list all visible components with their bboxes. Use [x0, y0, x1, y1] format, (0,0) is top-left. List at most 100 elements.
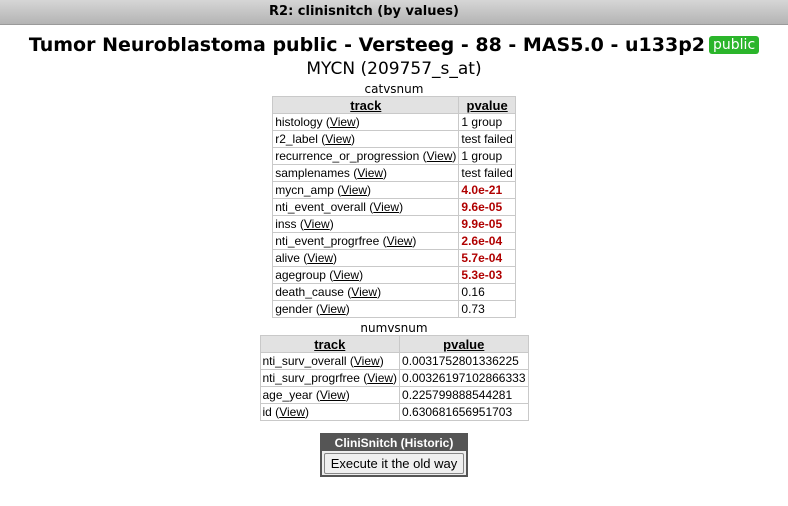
pvalue-cell: 0.630681656951703	[399, 403, 529, 421]
track-name: agegroup	[275, 268, 326, 282]
track-name: recurrence_or_progression	[275, 149, 420, 163]
table-row: histology (View) 1 group	[272, 113, 516, 131]
pvalue-cell: test failed	[458, 164, 516, 182]
track-cell: nti_event_progrfree (View)	[272, 232, 460, 250]
pvalue-cell: test failed	[458, 130, 516, 148]
view-link[interactable]: View	[329, 115, 356, 129]
view-link[interactable]: View	[386, 234, 413, 248]
pvalue-column-header[interactable]: pvalue	[399, 335, 529, 353]
track-cell: age_year (View)	[259, 386, 401, 404]
track-cell: mycn_amp (View)	[272, 181, 460, 199]
historic-panel-title: CliniSnitch (Historic)	[322, 435, 466, 451]
view-link[interactable]: View	[353, 354, 380, 368]
view-link[interactable]: View	[303, 217, 330, 231]
table-row: recurrence_or_progression (View) 1 group	[272, 147, 516, 165]
table-row: alive (View) 5.7e-04	[272, 249, 516, 267]
view-link[interactable]: View	[426, 149, 453, 163]
track-name: gender	[275, 302, 313, 316]
track-name: nti_event_progrfree	[275, 234, 380, 248]
catvsnum-caption: catvsnum	[364, 82, 424, 96]
track-name: death_cause	[275, 285, 344, 299]
pvalue-cell: 0.73	[458, 300, 516, 318]
window-title: R2: clinisnitch (by values)	[269, 4, 459, 19]
table-row: nti_event_progrfree (View) 2.6e-04	[272, 232, 516, 250]
track-name: r2_label	[275, 132, 318, 146]
pvalue-cell: 9.9e-05	[458, 215, 516, 233]
view-link[interactable]: View	[319, 388, 346, 402]
view-link[interactable]: View	[319, 302, 346, 316]
numvsnum-caption: numvsnum	[360, 321, 428, 335]
track-cell: alive (View)	[272, 249, 460, 267]
table-row: agegroup (View) 5.3e-03	[272, 266, 516, 284]
track-cell: nti_event_overall (View)	[272, 198, 460, 216]
track-cell: inss (View)	[272, 215, 460, 233]
table-row: death_cause (View) 0.16	[272, 283, 516, 301]
page-title: Tumor Neuroblastoma public - Versteeg - …	[28, 34, 706, 56]
public-badge: public	[709, 36, 760, 54]
track-cell: gender (View)	[272, 300, 460, 318]
catvsnum-table-body: histology (View) 1 group r2_label (View) te…	[272, 113, 516, 318]
track-name: mycn_amp	[275, 183, 334, 197]
view-link[interactable]: View	[333, 268, 360, 282]
track-name: nti_event_overall	[275, 200, 366, 214]
track-name: histology	[275, 115, 323, 129]
view-link[interactable]: View	[341, 183, 368, 197]
window-titlebar: R2: clinisnitch (by values)	[0, 0, 788, 25]
track-cell: r2_label (View)	[272, 130, 460, 148]
table-header-row: track pvalue	[272, 96, 516, 114]
table-row: nti_event_overall (View) 9.6e-05	[272, 198, 516, 216]
track-cell: agegroup (View)	[272, 266, 460, 284]
view-link[interactable]: View	[357, 166, 384, 180]
track-name: nti_surv_overall	[262, 354, 347, 368]
pvalue-cell: 0.00326197102866333	[399, 369, 529, 387]
pvalue-cell: 1 group	[458, 147, 516, 165]
pvalue-cell: 5.3e-03	[458, 266, 516, 284]
pvalue-cell: 0.225799888544281	[399, 386, 529, 404]
pvalue-cell: 0.0031752801336225	[399, 352, 529, 370]
view-link[interactable]: View	[351, 285, 378, 299]
pvalue-cell: 5.7e-04	[458, 249, 516, 267]
track-cell: samplenames (View)	[272, 164, 460, 182]
table-row: age_year (View) 0.225799888544281	[259, 386, 529, 404]
track-cell: nti_surv_overall (View)	[259, 352, 401, 370]
track-name: inss	[275, 217, 297, 231]
gene-subtitle: MYCN (209757_s_at)	[306, 59, 482, 79]
view-link[interactable]: View	[279, 405, 305, 419]
table-row: inss (View) 9.9e-05	[272, 215, 516, 233]
pvalue-cell: 1 group	[458, 113, 516, 131]
table-row: gender (View) 0.73	[272, 300, 516, 318]
track-column-header[interactable]: track	[259, 335, 401, 353]
track-cell: recurrence_or_progression (View)	[272, 147, 460, 165]
track-cell: nti_surv_progrfree (View)	[259, 369, 401, 387]
track-cell: histology (View)	[272, 113, 460, 131]
historic-panel: CliniSnitch (Historic) Execute it the ol…	[320, 433, 468, 477]
track-cell: death_cause (View)	[272, 283, 460, 301]
track-name: age_year	[262, 388, 313, 402]
track-name: nti_surv_progrfree	[262, 371, 360, 385]
track-cell: id (View)	[259, 403, 401, 421]
pvalue-cell: 4.0e-21	[458, 181, 516, 199]
table-row: nti_surv_overall (View) 0.003175280133622…	[259, 352, 529, 370]
table-row: r2_label (View) test failed	[272, 130, 516, 148]
table-row: id (View) 0.630681656951703	[259, 403, 529, 421]
pvalue-cell: 9.6e-05	[458, 198, 516, 216]
catvsnum-table: track pvalue histology (View) 1 group r2_l…	[272, 96, 516, 318]
track-name: alive	[275, 251, 300, 265]
track-name: samplenames	[275, 166, 350, 180]
track-column-header[interactable]: track	[272, 96, 460, 114]
table-row: nti_surv_progrfree (View) 0.0032619710286…	[259, 369, 529, 387]
execute-old-way-button[interactable]: Execute it the old way	[324, 453, 464, 474]
table-row: mycn_amp (View) 4.0e-21	[272, 181, 516, 199]
track-name: id	[262, 405, 272, 419]
view-link[interactable]: View	[367, 371, 394, 385]
historic-panel-body: Execute it the old way	[322, 451, 466, 475]
page-title-row: Tumor Neuroblastoma public - Versteeg - …	[0, 34, 788, 56]
table-header-row: track pvalue	[259, 335, 529, 353]
table-row: samplenames (View) test failed	[272, 164, 516, 182]
view-link[interactable]: View	[325, 132, 352, 146]
view-link[interactable]: View	[307, 251, 334, 265]
pvalue-cell: 0.16	[458, 283, 516, 301]
view-link[interactable]: View	[373, 200, 400, 214]
pvalue-cell: 2.6e-04	[458, 232, 516, 250]
pvalue-column-header[interactable]: pvalue	[458, 96, 516, 114]
